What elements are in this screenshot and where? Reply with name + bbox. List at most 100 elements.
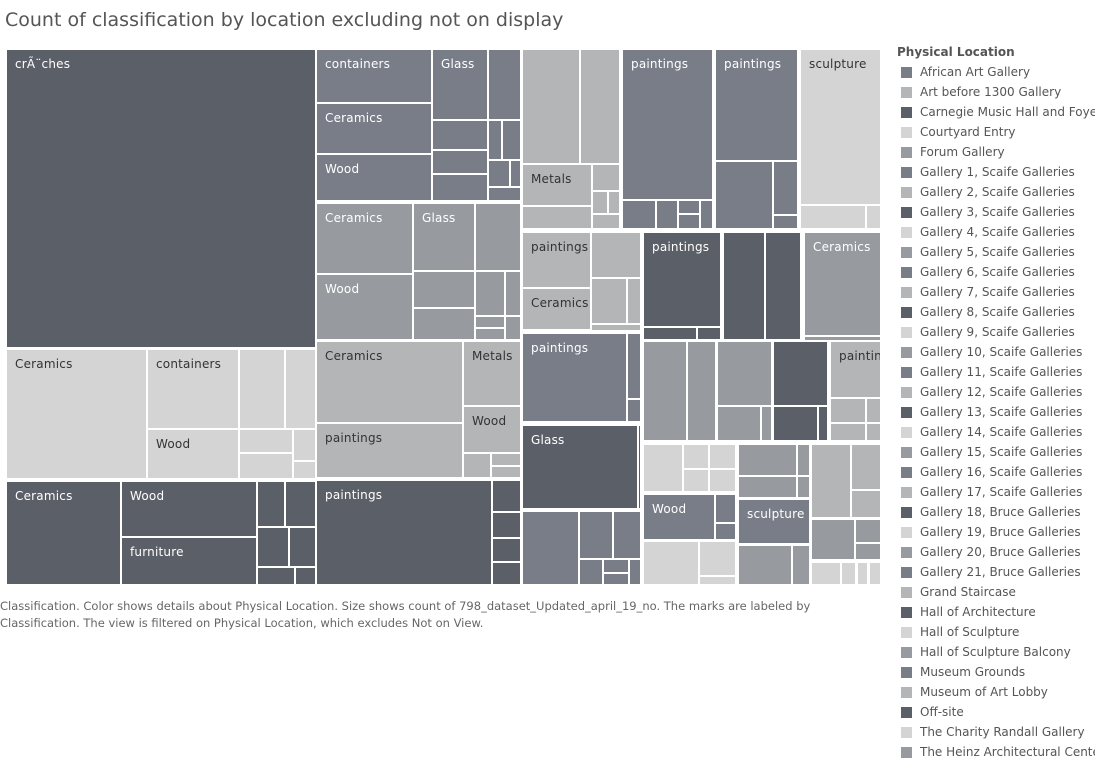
treemap-cell[interactable] [774, 216, 797, 228]
treemap-cell[interactable] [609, 192, 619, 213]
legend-item[interactable]: Gallery 10, Scaife Galleries [897, 342, 1095, 362]
treemap-cell[interactable]: Ceramics [523, 289, 590, 329]
treemap-cell[interactable] [644, 342, 686, 440]
treemap-cell[interactable] [718, 342, 771, 405]
treemap-cell[interactable] [258, 482, 284, 526]
treemap-cell[interactable] [852, 445, 880, 489]
treemap-cell[interactable] [296, 568, 315, 584]
treemap-cell[interactable] [476, 204, 520, 270]
legend-item[interactable]: The Heinz Architectural Center [897, 742, 1095, 762]
treemap-cell[interactable] [503, 121, 520, 159]
legend-item[interactable]: Museum of Art Lobby [897, 682, 1095, 702]
legend-item[interactable]: The Charity Randall Gallery [897, 722, 1095, 742]
treemap-cell[interactable] [523, 207, 591, 228]
treemap-cell[interactable] [798, 445, 809, 475]
treemap-cell[interactable] [489, 188, 520, 200]
treemap-cell[interactable] [766, 233, 800, 339]
treemap-cell[interactable] [489, 50, 520, 119]
treemap-cell[interactable] [493, 513, 520, 537]
legend-item[interactable]: Gallery 20, Bruce Galleries [897, 542, 1095, 562]
treemap-cell[interactable] [493, 481, 520, 511]
treemap-cell[interactable] [294, 462, 315, 478]
treemap-cell[interactable] [639, 426, 640, 508]
treemap-cell[interactable] [831, 424, 865, 440]
treemap-cell[interactable]: furniture [122, 538, 256, 584]
treemap-cell[interactable]: Glass [523, 426, 637, 508]
treemap-cell[interactable] [580, 560, 602, 584]
treemap-cell[interactable] [414, 272, 474, 307]
treemap-cell[interactable] [464, 454, 490, 477]
treemap-cell[interactable] [724, 233, 764, 339]
treemap-cell[interactable] [492, 454, 520, 465]
treemap-cell[interactable]: paintings [716, 50, 797, 160]
treemap-cell[interactable] [684, 470, 708, 491]
legend-item[interactable]: Gallery 5, Scaife Galleries [897, 242, 1095, 262]
treemap-cell[interactable]: crÃ¨ches [7, 50, 315, 347]
legend-item[interactable]: Hall of Sculpture Balcony [897, 642, 1095, 662]
treemap-cell[interactable] [801, 206, 865, 228]
treemap-cell[interactable] [852, 491, 880, 517]
treemap-cell[interactable]: paintings [317, 481, 491, 584]
treemap-cell[interactable] [739, 445, 796, 475]
legend-item[interactable]: Off-site [897, 702, 1095, 722]
legend-item[interactable]: Courtyard Entry [897, 122, 1095, 142]
treemap-cell[interactable] [812, 520, 854, 559]
treemap-cell[interactable] [679, 215, 699, 228]
legend-item[interactable]: Forum Gallery [897, 142, 1095, 162]
treemap-cell[interactable] [433, 151, 487, 173]
treemap-cell[interactable]: paintings [523, 233, 590, 287]
treemap-cell[interactable]: containers [148, 350, 238, 428]
treemap-cell[interactable]: Glass [433, 50, 487, 119]
treemap-cell[interactable] [628, 334, 640, 398]
legend-item[interactable]: Carnegie Music Hall and Foyer [897, 102, 1095, 122]
treemap-cell[interactable] [592, 233, 640, 277]
treemap-cell[interactable] [523, 512, 578, 584]
treemap-cell[interactable] [657, 201, 677, 228]
legend-item[interactable]: Gallery 1, Scaife Galleries [897, 162, 1095, 182]
treemap-cell[interactable]: sculpture [801, 50, 880, 204]
treemap-cell[interactable] [762, 407, 771, 440]
legend-item[interactable]: Gallery 8, Scaife Galleries [897, 302, 1095, 322]
treemap-cell[interactable] [701, 201, 712, 228]
treemap-cell[interactable] [716, 162, 772, 228]
treemap-cell[interactable] [856, 520, 880, 542]
legend-item[interactable]: Gallery 4, Scaife Galleries [897, 222, 1095, 242]
treemap-cell[interactable] [493, 539, 520, 561]
treemap-cell[interactable] [698, 328, 720, 339]
legend-item[interactable]: Gallery 18, Bruce Galleries [897, 502, 1095, 522]
treemap-cell[interactable] [774, 407, 817, 440]
treemap-cell[interactable] [604, 560, 628, 572]
treemap-cell[interactable] [476, 329, 504, 339]
legend-item[interactable]: Gallery 13, Scaife Galleries [897, 402, 1095, 422]
treemap-cell[interactable] [739, 477, 796, 497]
treemap-cell[interactable] [867, 206, 880, 228]
treemap-cell[interactable] [506, 272, 520, 315]
legend-item[interactable]: Gallery 14, Scaife Galleries [897, 422, 1095, 442]
treemap-cell[interactable] [812, 563, 840, 584]
treemap-cell[interactable] [506, 317, 520, 339]
treemap-cell[interactable]: sculpture [739, 500, 809, 543]
treemap-cell[interactable] [812, 445, 850, 517]
treemap-cell[interactable] [433, 121, 487, 149]
treemap-cell[interactable] [492, 467, 520, 477]
treemap-cell[interactable]: containers [317, 50, 431, 102]
treemap-cell[interactable] [644, 445, 682, 491]
treemap-cell[interactable] [842, 563, 855, 584]
treemap-cell[interactable] [476, 317, 504, 327]
treemap-cell[interactable] [581, 50, 619, 163]
treemap-cell[interactable] [710, 445, 735, 468]
treemap-cell[interactable]: Ceramics [7, 482, 120, 584]
treemap-cell[interactable]: paintings [831, 342, 880, 397]
treemap-cell[interactable] [592, 325, 640, 330]
treemap-cell[interactable] [240, 350, 284, 428]
treemap-cell[interactable] [623, 201, 655, 228]
treemap-cell[interactable] [867, 424, 880, 440]
treemap-cell[interactable] [286, 350, 315, 428]
treemap-cell[interactable] [628, 279, 640, 323]
treemap-cell[interactable] [739, 546, 791, 584]
treemap-cell[interactable] [867, 399, 880, 422]
treemap-cell[interactable] [614, 512, 640, 558]
treemap-cell[interactable] [710, 470, 735, 491]
treemap-cell[interactable]: Ceramics [317, 104, 431, 153]
legend-item[interactable]: Hall of Sculpture [897, 622, 1095, 642]
